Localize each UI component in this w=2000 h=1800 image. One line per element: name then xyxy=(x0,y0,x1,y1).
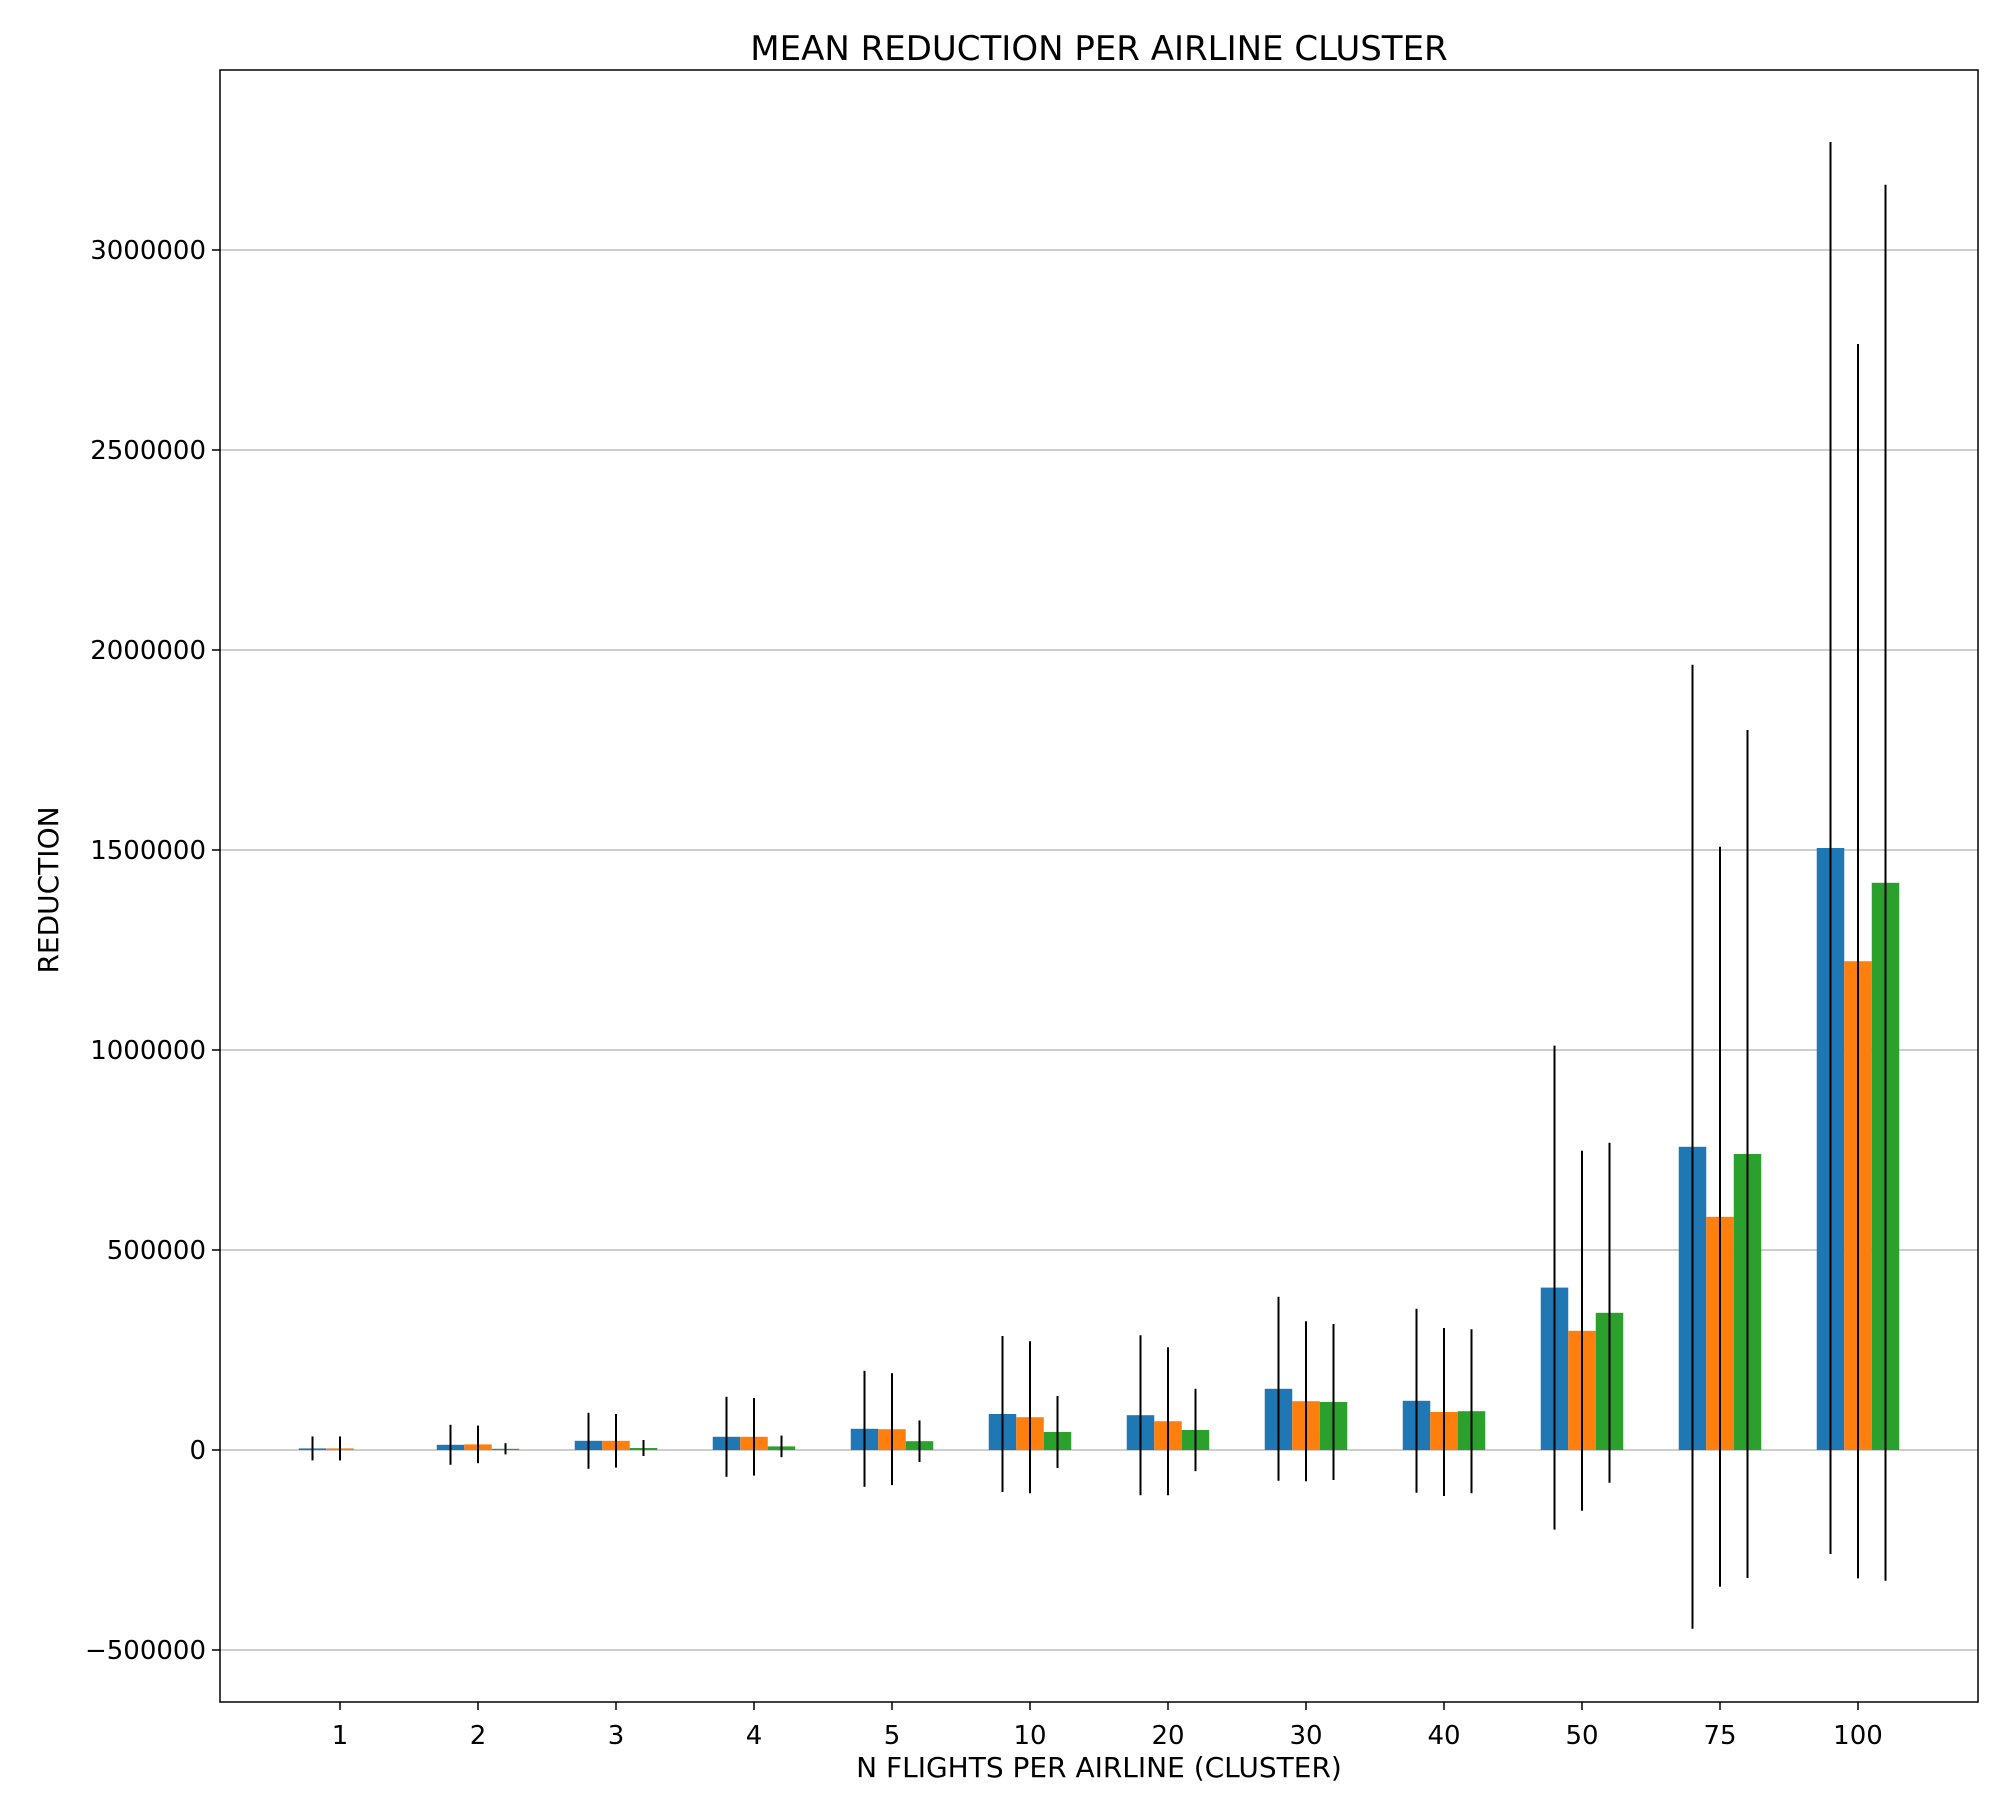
y-tick-label: 1000000 xyxy=(90,1036,206,1066)
x-tick-label: 1 xyxy=(332,1721,349,1751)
x-tick-label: 75 xyxy=(1703,1721,1736,1751)
bars xyxy=(298,848,1900,1451)
x-tick-label: 20 xyxy=(1151,1721,1184,1751)
x-tick-label: 50 xyxy=(1565,1721,1598,1751)
x-tick-label: 2 xyxy=(470,1721,487,1751)
plot-frame xyxy=(219,69,1979,1703)
y-tick-label: 2500000 xyxy=(90,436,206,466)
y-tick-label: 0 xyxy=(189,1436,206,1466)
error-bars xyxy=(311,142,1887,1629)
x-tick-label: 10 xyxy=(1013,1721,1046,1751)
y-tick-label: 3000000 xyxy=(90,236,206,266)
x-tick-label: 4 xyxy=(746,1721,763,1751)
y-tick-label: 1500000 xyxy=(90,836,206,866)
chart-title: MEAN REDUCTION PER AIRLINE CLUSTER xyxy=(750,29,1447,69)
x-tick-label: 3 xyxy=(608,1721,625,1751)
y-tick-label: 2000000 xyxy=(90,636,206,666)
y-axis-label: REDUCTION xyxy=(32,806,65,973)
x-tick-label: 100 xyxy=(1833,1721,1883,1751)
x-axis-ticks: 1 2 3 4 5 10 20 30 40 50 75 100 xyxy=(332,1702,1883,1751)
x-tick-label: 30 xyxy=(1289,1721,1322,1751)
y-tick-label: −500000 xyxy=(85,1636,206,1666)
x-axis-label: N FLIGHTS PER AIRLINE (CLUSTER) xyxy=(856,1751,1342,1784)
y-axis-ticks: −500000 0 500000 1000000 1500000 2000000 25000… xyxy=(85,236,220,1666)
x-tick-label: 5 xyxy=(884,1721,901,1751)
x-tick-label: 40 xyxy=(1427,1721,1460,1751)
y-tick-label: 500000 xyxy=(107,1236,206,1266)
